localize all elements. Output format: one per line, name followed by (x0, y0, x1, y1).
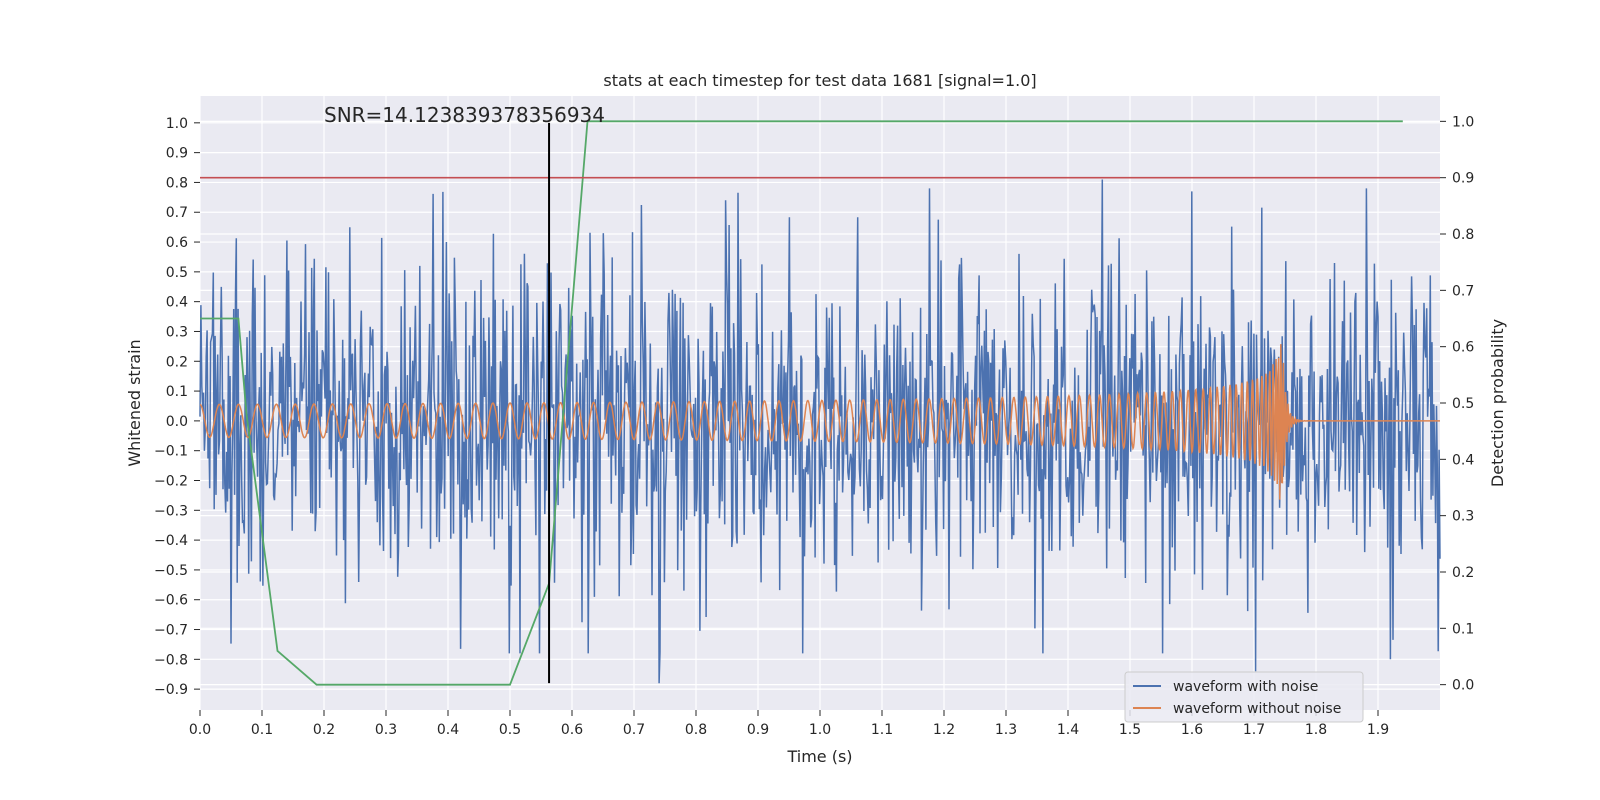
snr-annotation: SNR=14.123839378356934 (324, 103, 605, 127)
x-tick-label: 1.2 (933, 722, 955, 738)
y-tick-label: 0.1 (166, 384, 188, 400)
y-tick-label: −0.3 (154, 503, 188, 519)
y-tick-label: 0.9 (166, 146, 188, 162)
x-tick-label: 1.3 (995, 722, 1017, 738)
y-tick-label: 0.4 (166, 295, 188, 311)
y-tick-label: −0.2 (154, 473, 188, 489)
y-tick-label: −0.4 (154, 533, 188, 549)
y-tick-label: −0.9 (154, 682, 188, 698)
y-axis-right: 1.0 0.9 0.8 0.7 0.6 0.5 0.4 0.3 0.2 0.1 0.0 (1440, 114, 1474, 694)
y2-tick-label: 0.8 (1452, 227, 1474, 243)
y2-tick-label: 0.5 (1452, 396, 1474, 412)
y-tick-label: −0.6 (154, 593, 188, 609)
x-tick-label: 0.2 (313, 722, 335, 738)
y2-tick-label: 0.4 (1452, 452, 1474, 468)
y-tick-label: −0.5 (154, 563, 188, 579)
y-tick-label: 0.6 (166, 235, 188, 251)
y-tick-label: 0.2 (166, 354, 188, 370)
y2-tick-label: 0.6 (1452, 340, 1474, 356)
y2-tick-label: 0.0 (1452, 678, 1474, 694)
y-tick-label: 0.5 (166, 265, 188, 281)
series-waveform-without-noise (199, 344, 1440, 500)
y-tick-label: 1.0 (166, 116, 188, 132)
chart-title: stats at each timestep for test data 168… (603, 71, 1036, 90)
y2-tick-label: 0.3 (1452, 509, 1474, 525)
y-axis-left: 1.0 0.9 0.8 0.7 0.6 0.5 0.4 0.3 0.2 0.1 0.0 −0.1 −0.… (154, 116, 200, 698)
x-tick-label: 1.4 (1057, 722, 1079, 738)
y-tick-label: −0.1 (154, 444, 188, 460)
legend-label-noise: waveform with noise (1173, 679, 1318, 695)
x-tick-label: 0.8 (685, 722, 707, 738)
y-tick-label: 0.0 (166, 414, 188, 430)
series-waveform-with-noise (199, 179, 1441, 684)
x-tick-label: 1.8 (1305, 722, 1327, 738)
x-tick-label: 1.5 (1119, 722, 1141, 738)
x-tick-label: 0.5 (499, 722, 521, 738)
y2-axis-title: Detection probability (1488, 319, 1507, 487)
x-tick-label: 1.6 (1181, 722, 1203, 738)
legend: waveform with noise waveform without noi… (1124, 671, 1364, 723)
legend-box (1124, 671, 1364, 723)
y2-tick-label: 0.9 (1452, 171, 1474, 187)
y2-tick-label: 1.0 (1452, 114, 1474, 130)
y-tick-label: −0.7 (154, 623, 188, 639)
x-tick-label: 1.9 (1367, 722, 1389, 738)
y-tick-label: −0.8 (154, 652, 188, 668)
x-tick-label: 1.1 (871, 722, 893, 738)
series-detection-probability (200, 120, 1403, 686)
x-tick-label: 0.7 (623, 722, 645, 738)
x-tick-label: 0.6 (561, 722, 583, 738)
legend-label-clean: waveform without noise (1173, 701, 1341, 717)
y2-tick-label: 0.1 (1452, 621, 1474, 637)
x-axis: 0.0 0.1 0.2 0.3 0.4 0.5 0.6 0.7 0.8 0.9 1.0 1.1 1.2 1… (189, 710, 1389, 738)
x-tick-label: 0.1 (251, 722, 273, 738)
y-tick-label: 0.3 (166, 324, 188, 340)
x-tick-label: 0.0 (189, 722, 211, 738)
x-tick-label: 0.3 (375, 722, 397, 738)
x-tick-label: 1.7 (1243, 722, 1265, 738)
y-axis-title: Whitened strain (125, 339, 144, 466)
y-tick-label: 0.8 (166, 175, 188, 191)
y2-tick-label: 0.7 (1452, 283, 1474, 299)
x-tick-label: 1.0 (809, 722, 831, 738)
y2-tick-label: 0.2 (1452, 565, 1474, 581)
y-tick-label: 0.7 (166, 205, 188, 221)
x-axis-title: Time (s) (786, 747, 852, 766)
x-tick-label: 0.4 (437, 722, 459, 738)
series-layer (199, 120, 1441, 686)
x-tick-label: 0.9 (747, 722, 769, 738)
